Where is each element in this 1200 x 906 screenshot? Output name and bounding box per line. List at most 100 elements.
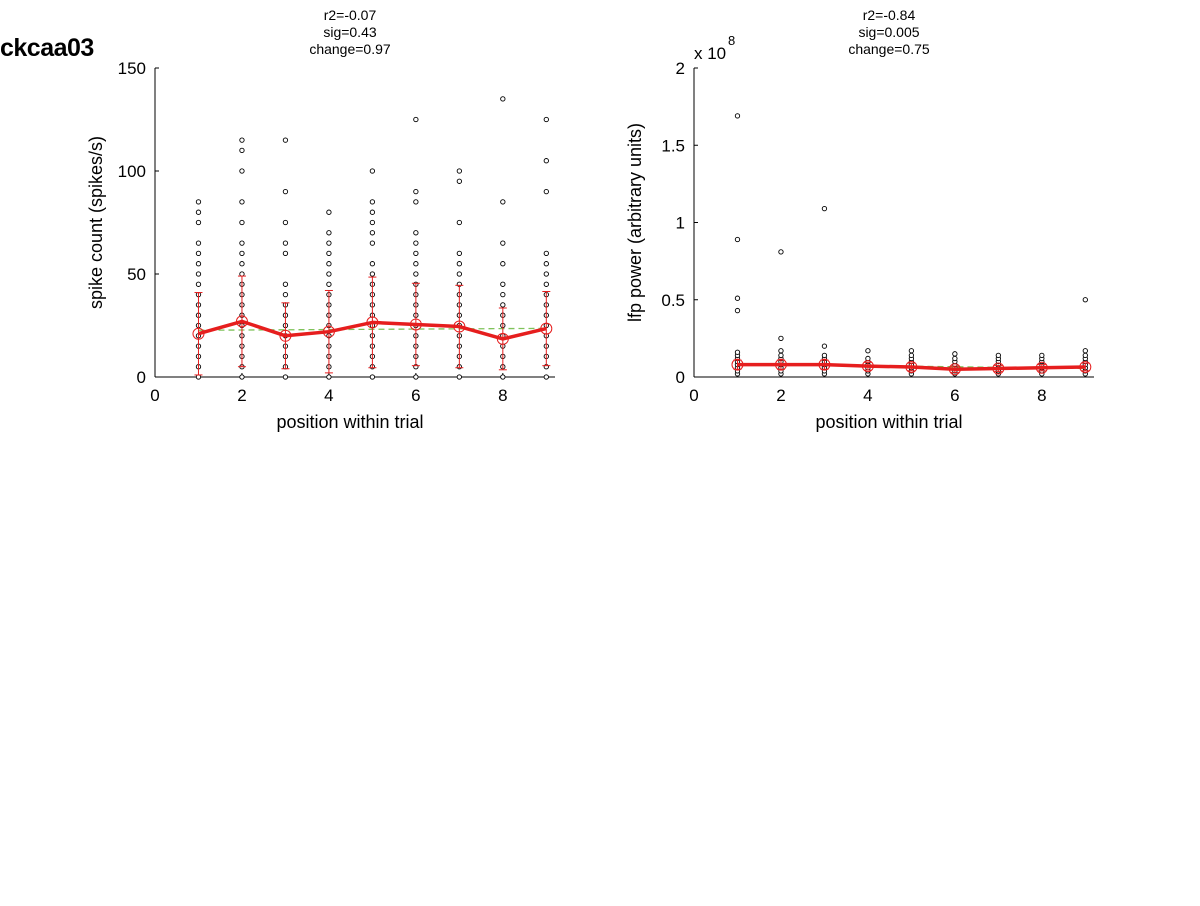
data-point (326, 209, 332, 215)
mean-marker (540, 322, 553, 335)
chart-title-line: change=0.75 (848, 41, 930, 57)
data-point (543, 281, 549, 287)
data-point (326, 374, 332, 380)
x-tick-label: 2 (776, 386, 785, 405)
data-point (456, 271, 462, 277)
data-point (952, 351, 958, 357)
data-point (500, 199, 506, 205)
mean-marker (731, 358, 744, 371)
data-point (195, 209, 202, 215)
mean-marker (992, 362, 1005, 375)
data-point (543, 250, 549, 257)
mean-marker (818, 358, 831, 371)
data-point (456, 374, 462, 380)
data-point (369, 230, 376, 236)
mean-marker (1079, 360, 1092, 373)
data-point (282, 137, 289, 143)
data-point (734, 307, 741, 314)
data-point (195, 240, 202, 246)
data-point (369, 271, 376, 277)
mean-line (737, 362, 1086, 372)
data-point (734, 295, 741, 301)
data-point (369, 240, 376, 246)
data-point (326, 230, 332, 236)
data-point (282, 240, 289, 246)
mean-marker (235, 315, 248, 328)
data-point (413, 374, 419, 380)
data-point (778, 348, 784, 354)
data-point (543, 261, 549, 267)
x-tick-label: 2 (237, 386, 246, 405)
data-point (500, 281, 506, 287)
data-point (239, 261, 245, 267)
y-axis-label: lfp power (arbitrary units) (625, 123, 645, 322)
data-point (239, 240, 245, 246)
y-tick-label: 1 (676, 214, 685, 233)
mean-marker (905, 360, 918, 373)
data-point (195, 219, 202, 226)
data-point (413, 250, 419, 257)
page-title: ckcaa03 (0, 34, 94, 62)
data-point (778, 249, 784, 255)
data-point (1082, 348, 1088, 354)
data-point (369, 261, 376, 267)
data-point (239, 168, 245, 174)
data-point (369, 374, 376, 380)
data-point (456, 178, 462, 184)
mean-marker (279, 329, 292, 342)
chart-title-line: sig=0.005 (858, 24, 919, 40)
data-point (413, 240, 419, 246)
data-point (195, 281, 202, 287)
data-point (1039, 352, 1045, 359)
data-point (908, 348, 915, 354)
data-point (500, 374, 506, 380)
data-point (456, 219, 462, 226)
data-point (195, 261, 202, 267)
y-tick-label: 1.5 (661, 136, 685, 155)
data-point (865, 348, 871, 354)
data-point (821, 205, 828, 212)
data-point (413, 188, 419, 195)
chart-panel-2: 0 2 4 6 8 0 0.5 1 1.5 2 position within trial lfp p… (625, 7, 1094, 432)
data-point (413, 230, 419, 236)
mean-marker (1035, 361, 1048, 374)
data-point (543, 271, 549, 277)
y-tick-label: 0 (676, 368, 685, 387)
chart-title-line: change=0.97 (309, 41, 391, 57)
data-point (239, 137, 245, 143)
axis-exponent-power: 8 (728, 33, 735, 48)
data-point (326, 281, 332, 287)
data-point (282, 281, 289, 287)
data-point (821, 352, 828, 359)
data-point (821, 343, 828, 349)
data-point (500, 302, 506, 308)
data-point (500, 96, 506, 102)
data-point (500, 240, 506, 246)
x-tick-label: 0 (689, 386, 698, 405)
data-point (326, 250, 332, 257)
data-point (456, 168, 462, 174)
data-point (195, 250, 202, 257)
data-point (908, 352, 915, 359)
data-point (369, 168, 376, 174)
mean-line (197, 319, 547, 341)
mean-marker (861, 360, 874, 373)
x-tick-label: 4 (863, 386, 872, 405)
data-point (543, 158, 549, 164)
x-tick-label: 8 (498, 386, 507, 405)
data-point (413, 261, 419, 267)
y-tick-label: 100 (118, 162, 146, 181)
chart-title-line: r2=-0.07 (324, 7, 377, 23)
data-point (734, 236, 741, 243)
x-axis-label: position within trial (276, 412, 423, 432)
mean-marker (774, 358, 787, 371)
data-point (456, 250, 462, 257)
mean-marker (453, 320, 466, 333)
axis-exponent-label: x 10 (694, 44, 726, 63)
data-point (413, 271, 419, 277)
data-point (734, 349, 741, 355)
x-tick-label: 8 (1037, 386, 1046, 405)
y-tick-label: 0.5 (661, 291, 685, 310)
x-tick-label: 4 (324, 386, 333, 405)
